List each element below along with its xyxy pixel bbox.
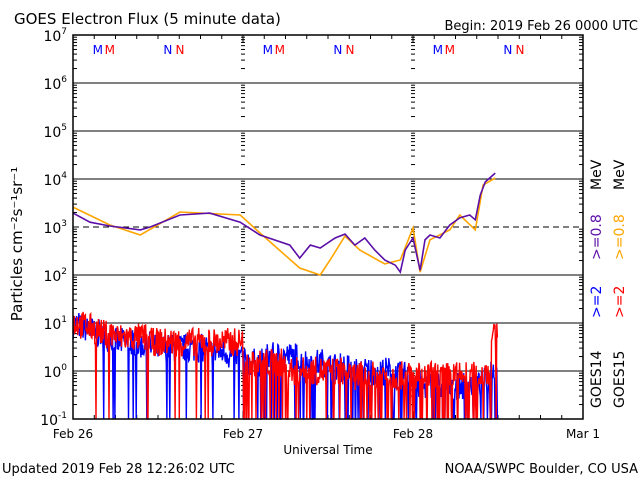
- marker-M: M: [433, 43, 443, 57]
- marker-N: N: [163, 43, 172, 57]
- y-tick-label: 106: [43, 75, 67, 93]
- y-axis-label: Particles cm⁻²s⁻¹sr⁻¹: [8, 167, 26, 321]
- y-tick-label: 107: [43, 27, 67, 45]
- marker-N: N: [503, 43, 512, 57]
- marker-N: N: [333, 43, 342, 57]
- updated-time: Updated 2019 Feb 28 12:26:02 UTC: [2, 462, 235, 477]
- marker-M: M: [105, 43, 115, 57]
- marker-M: M: [275, 43, 285, 57]
- y-tick-label: 100: [43, 363, 67, 381]
- x-tick-label: Feb 28: [393, 427, 433, 441]
- plot-frame: [72, 34, 584, 420]
- y-tick-label: 102: [43, 267, 67, 285]
- legend-satellite: GOES15: [612, 351, 628, 408]
- credit: NOAA/SWPC Boulder, CO USA: [445, 462, 638, 477]
- x-tick-label: Feb 26: [53, 427, 93, 441]
- legend-satellite: GOES14: [589, 350, 605, 408]
- begin-time: Begin: 2019 Feb 26 0000 UTC: [444, 19, 638, 34]
- y-tick-label: 103: [43, 219, 67, 237]
- marker-M: M: [93, 43, 103, 57]
- marker-N: N: [175, 43, 184, 57]
- legend-entry-0-8mev: >=0.8: [589, 214, 605, 260]
- series-line-goes14-0-8-mev: [72, 172, 496, 275]
- y-tick-label: 104: [43, 171, 67, 189]
- x-axis-label: Universal Time: [283, 443, 372, 457]
- y-tick-label: 101: [43, 315, 67, 333]
- legend-entry-2mev: >=2: [589, 286, 605, 318]
- y-tick-label: 105: [43, 123, 67, 141]
- chart-title: GOES Electron Flux (5 minute data): [14, 10, 281, 28]
- marker-M: M: [445, 43, 455, 57]
- legend-unit: MeV: [589, 159, 605, 190]
- marker-M: M: [263, 43, 273, 57]
- legend-entry-2mev: >=2: [612, 286, 628, 318]
- marker-N: N: [345, 43, 354, 57]
- y-tick-label: 10-1: [40, 411, 67, 429]
- legend-entry-0-8mev: >=0.8: [612, 214, 628, 260]
- legend-unit: MeV: [612, 159, 628, 190]
- x-tick-label: Feb 27: [223, 427, 263, 441]
- x-tick-label: Mar 1: [566, 427, 600, 441]
- marker-N: N: [515, 43, 524, 57]
